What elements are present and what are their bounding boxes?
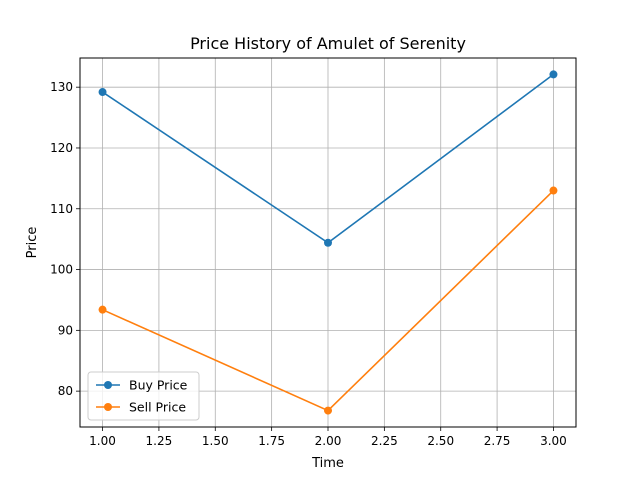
x-tick-label: 1.00	[89, 434, 116, 448]
legend-marker	[104, 381, 112, 389]
data-point	[324, 406, 332, 415]
data-point	[98, 305, 107, 314]
data-point	[549, 70, 558, 79]
series-1	[98, 186, 558, 415]
legend-marker	[104, 403, 112, 411]
x-tick-label: 1.75	[258, 434, 285, 448]
x-tick-label: 2.75	[484, 434, 511, 448]
x-tick-label: 2.00	[315, 434, 342, 448]
legend: Buy Price Sell Price	[87, 371, 200, 421]
legend-label: Sell Price	[129, 400, 186, 415]
x-axis-label: Time	[311, 456, 344, 471]
x-tick-label: 1.50	[202, 434, 229, 448]
y-tick-label: 90	[58, 323, 73, 337]
y-axis-label: Price	[25, 227, 40, 259]
series-0	[98, 70, 558, 247]
x-tick-label: 3.00	[540, 434, 567, 448]
data-point	[549, 186, 558, 195]
y-tick-label: 110	[50, 202, 73, 216]
data-point	[98, 88, 107, 97]
y-tick-label: 120	[50, 141, 73, 155]
legend-label: Buy Price	[129, 378, 188, 393]
x-tick-label: 1.25	[146, 434, 173, 448]
legend-entry: Sell Price	[96, 400, 186, 415]
chart-title: Price History of Amulet of Serenity	[190, 34, 466, 53]
grid	[80, 58, 576, 427]
series-layer	[98, 70, 558, 415]
x-tick-label: 2.25	[371, 434, 398, 448]
legend-entry: Buy Price	[96, 378, 188, 393]
data-point	[324, 238, 332, 247]
y-tick-label: 80	[58, 384, 73, 398]
legend-box	[87, 371, 200, 421]
y-tick-label: 130	[50, 80, 73, 94]
axis-ticks: 1.00 1.25 1.50 1.75 2.00 2.25 2.50 2.75 3.00 80 90…	[50, 80, 567, 448]
x-tick-label: 2.50	[427, 434, 454, 448]
y-tick-label: 100	[50, 263, 73, 277]
